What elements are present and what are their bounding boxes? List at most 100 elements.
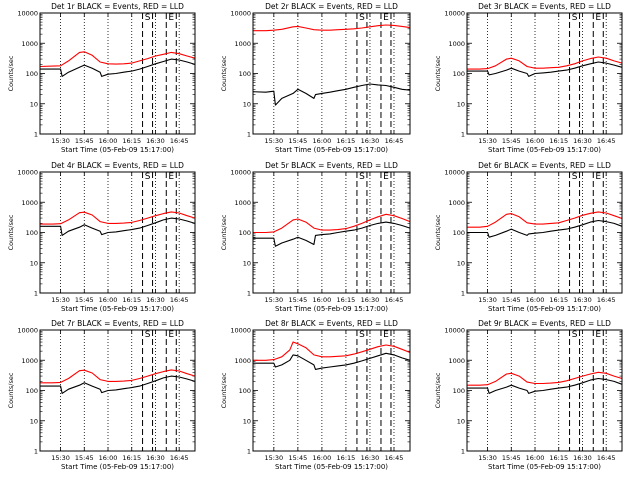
x-tick-label: 15:30 (264, 137, 283, 145)
x-tick-label: 16:30 (146, 296, 165, 304)
x-tick-label: 16:00 (313, 454, 332, 462)
series-events-line (253, 221, 411, 247)
x-tick-label: 16:15 (122, 454, 141, 462)
x-tick-label: 16:15 (337, 296, 356, 304)
series-lld-line (40, 211, 196, 225)
x-tick-label: 16:15 (337, 454, 356, 462)
y-tick-label: 1000 (448, 357, 465, 365)
y-tick-label: 1 (461, 131, 465, 139)
y-tick-label: 100 (239, 387, 251, 395)
x-axis-label: Start Time (05-Feb-09 15:17:00) (61, 463, 174, 471)
x-tick-label: 16:45 (597, 296, 616, 304)
series-events-line (253, 352, 411, 370)
x-axis-label: Start Time (05-Feb-09 15:17:00) (275, 305, 388, 313)
x-tick-label: 15:30 (51, 296, 70, 304)
y-tick-label: 100 (239, 229, 251, 237)
x-tick-label: 16:30 (573, 137, 592, 145)
plot-frame (466, 171, 623, 294)
y-tick-label: 1000 (234, 199, 251, 207)
series-lld-line (467, 56, 623, 70)
chart-panel-2: Det 2r BLACK = Events, RED = LLD Counts/s… (220, 2, 411, 154)
y-tick-label: 1 (34, 448, 38, 456)
x-tick-label: 15:30 (51, 137, 70, 145)
x-tick-label: 16:00 (526, 137, 545, 145)
x-tick-label: 16:00 (99, 454, 118, 462)
series-events-line (40, 217, 196, 236)
y-tick-label: 1000 (21, 199, 38, 207)
chart-panel-5: Det 5r BLACK = Events, RED = LLD Counts/s… (220, 161, 411, 313)
y-tick-label: 1 (247, 290, 251, 298)
x-tick-label: 15:45 (75, 137, 94, 145)
x-tick-label: 16:30 (146, 454, 165, 462)
y-tick-label: 100 (453, 70, 465, 78)
y-tick-label: 1000 (234, 40, 251, 48)
y-axis-label: Counts/sec (434, 372, 442, 408)
y-tick-label: 10000 (444, 327, 465, 335)
y-tick-label: 10000 (444, 169, 465, 177)
x-tick-label: 15:45 (75, 454, 94, 462)
chart-panel-1: Det 1r BLACK = Events, RED = LLD Counts/s… (7, 2, 196, 154)
x-tick-label: 16:45 (170, 296, 189, 304)
x-tick-label: 15:45 (502, 454, 521, 462)
x-tick-label: 16:00 (99, 296, 118, 304)
chart-title: Det 9r BLACK = Events, RED = LLD (478, 319, 611, 328)
x-tick-label: 16:15 (337, 137, 356, 145)
y-axis-label: Counts/sec (220, 372, 228, 408)
chart-panel-4: Det 4r BLACK = Events, RED = LLD Counts/s… (7, 161, 196, 313)
chart-title: Det 6r BLACK = Events, RED = LLD (478, 161, 611, 170)
y-axis-label: Counts/sec (434, 55, 442, 91)
y-tick-label: 1 (247, 448, 251, 456)
x-tick-label: 15:45 (502, 296, 521, 304)
plot-frame (466, 329, 623, 452)
y-tick-label: 10 (30, 417, 38, 425)
y-tick-label: 1 (34, 131, 38, 139)
x-tick-label: 16:00 (313, 137, 332, 145)
plot-frame (39, 171, 196, 294)
marker-label-s: S (359, 172, 365, 182)
series-events-line (467, 377, 623, 394)
x-tick-label: 16:30 (573, 296, 592, 304)
plot-frame (252, 171, 411, 294)
marker-label-s: S (145, 13, 151, 23)
series-events-line (467, 219, 623, 238)
y-tick-label: 100 (26, 70, 38, 78)
y-axis-label: Counts/sec (7, 372, 15, 408)
series-lld-line (467, 211, 623, 228)
y-tick-label: 10000 (17, 10, 38, 18)
chart-title: Det 5r BLACK = Events, RED = LLD (265, 161, 398, 170)
x-tick-label: 15:45 (288, 137, 307, 145)
x-tick-label: 16:30 (146, 137, 165, 145)
y-tick-label: 10 (243, 259, 251, 267)
y-tick-label: 1000 (448, 40, 465, 48)
series-events-line (40, 58, 196, 77)
series-events-line (467, 61, 623, 77)
y-tick-label: 10 (30, 100, 38, 108)
marker-label-e: E (383, 172, 389, 182)
y-axis-label: Counts/sec (7, 55, 15, 91)
y-tick-label: 10 (457, 417, 465, 425)
y-tick-label: 10 (243, 417, 251, 425)
x-tick-label: 15:30 (264, 454, 283, 462)
y-axis-label: Counts/sec (7, 214, 15, 250)
x-tick-label: 15:45 (288, 454, 307, 462)
x-tick-label: 16:45 (385, 137, 404, 145)
x-tick-label: 15:45 (288, 296, 307, 304)
chart-panel-6: Det 6r BLACK = Events, RED = LLD Counts/s… (434, 161, 623, 313)
chart-panel-3: Det 3r BLACK = Events, RED = LLD Counts/s… (434, 2, 623, 154)
x-tick-label: 15:45 (75, 296, 94, 304)
chart-panel-7: Det 7r BLACK = Events, RED = LLD Counts/s… (7, 319, 196, 471)
series-lld-line (467, 371, 623, 386)
y-tick-label: 100 (453, 387, 465, 395)
y-tick-label: 100 (239, 70, 251, 78)
marker-label-e: E (168, 330, 174, 340)
chart-title: Det 8r BLACK = Events, RED = LLD (265, 319, 398, 328)
y-tick-label: 1 (247, 131, 251, 139)
series-lld-line (40, 369, 196, 384)
chart-title: Det 4r BLACK = Events, RED = LLD (51, 161, 184, 170)
x-axis-label: Start Time (05-Feb-09 15:17:00) (61, 305, 174, 313)
x-axis-label: Start Time (05-Feb-09 15:17:00) (488, 463, 601, 471)
series-lld-line (253, 213, 411, 234)
marker-label-e: E (595, 13, 601, 23)
x-tick-label: 16:15 (549, 296, 568, 304)
